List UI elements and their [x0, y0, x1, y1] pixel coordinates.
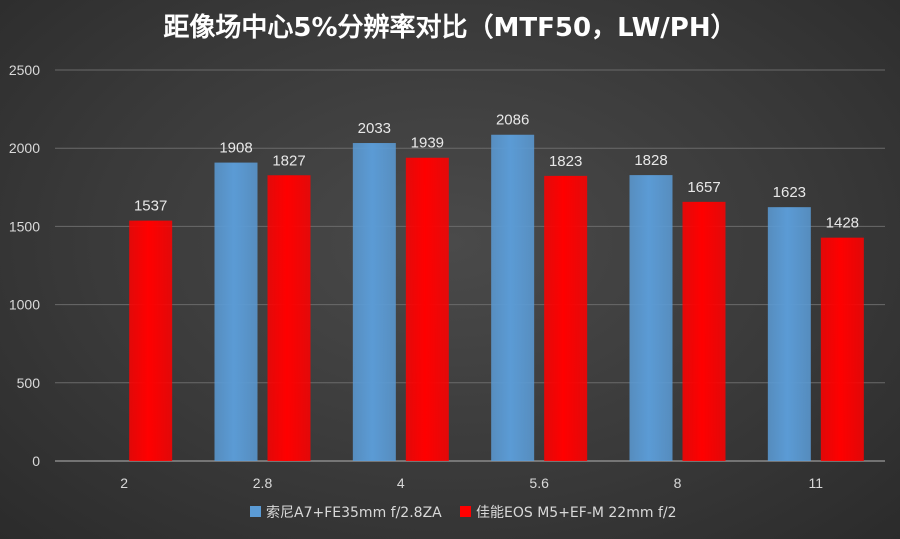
x-tick-label-8: 8 — [674, 475, 682, 491]
data-label-canon-4: 1939 — [411, 135, 444, 152]
bar-canon-11 — [820, 237, 864, 461]
bar-sony-5.6 — [491, 134, 535, 461]
bar-sony-4 — [352, 143, 396, 461]
legend-swatch-sony — [250, 506, 261, 517]
y-tick-label-2500: 2500 — [9, 62, 40, 78]
bar-canon-2.8 — [267, 175, 311, 461]
x-axis: 2 2.8 4 5.6 8 11 — [120, 475, 823, 491]
legend: 索尼A7+FE35mm f/2.8ZA 佳能EOS M5+EF-M 22mm f/… — [250, 504, 677, 521]
data-label-sony-11: 1623 — [773, 184, 806, 201]
data-labels: 1537 1908 1827 2033 1939 2086 1823 1828 1657 1623… — [134, 112, 859, 232]
data-label-canon-11: 1428 — [826, 215, 859, 232]
y-tick-label-500: 500 — [17, 375, 41, 391]
chart-title: 距像场中心5%分辨率对比（MTF50，LW/PH） — [163, 12, 736, 43]
x-tick-label-2.8: 2.8 — [253, 475, 273, 491]
data-label-canon-5.6: 1823 — [549, 153, 582, 170]
bar-sony-11 — [767, 207, 811, 461]
bar-canon-4 — [405, 157, 449, 461]
x-tick-label-2: 2 — [120, 475, 128, 491]
bar-canon-8 — [682, 201, 726, 461]
bar-sony-2.8 — [214, 162, 258, 461]
bar-canon-5.6 — [544, 175, 588, 461]
y-tick-label-0: 0 — [32, 453, 40, 469]
bars — [129, 134, 864, 461]
gridlines — [55, 69, 885, 384]
data-label-canon-8: 1657 — [687, 179, 720, 196]
bar-canon-2 — [129, 220, 173, 461]
legend-label-sony: 索尼A7+FE35mm f/2.8ZA — [266, 504, 442, 521]
data-label-sony-4: 2033 — [358, 120, 391, 137]
y-tick-label-1500: 1500 — [9, 218, 40, 234]
bar-sony-8 — [629, 175, 673, 461]
x-tick-label-11: 11 — [809, 475, 824, 491]
data-label-canon-2: 1537 — [134, 198, 167, 215]
y-axis: 0 500 1000 1500 2000 2500 — [9, 62, 885, 469]
data-label-sony-2.8: 1908 — [219, 140, 252, 157]
y-tick-label-2000: 2000 — [9, 140, 40, 156]
data-label-sony-8: 1828 — [634, 152, 667, 169]
legend-label-canon: 佳能EOS M5+EF-M 22mm f/2 — [476, 505, 677, 521]
x-tick-label-4: 4 — [397, 475, 405, 491]
data-label-sony-5.6: 2086 — [496, 112, 529, 129]
y-tick-label-1000: 1000 — [9, 297, 40, 313]
legend-swatch-canon — [460, 506, 471, 517]
x-tick-label-5.6: 5.6 — [529, 475, 549, 491]
data-label-canon-2.8: 1827 — [272, 152, 305, 169]
